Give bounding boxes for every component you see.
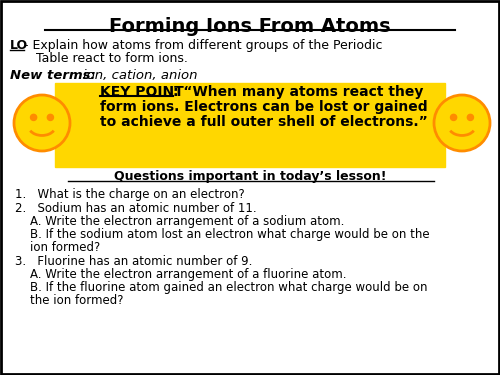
Text: A. Write the electron arrangement of a sodium atom.: A. Write the electron arrangement of a s…	[30, 215, 344, 228]
Text: A. Write the electron arrangement of a fluorine atom.: A. Write the electron arrangement of a f…	[30, 268, 346, 281]
Circle shape	[14, 95, 70, 151]
FancyBboxPatch shape	[55, 83, 445, 167]
Text: 3.   Fluorine has an atomic number of 9.: 3. Fluorine has an atomic number of 9.	[15, 255, 252, 268]
Text: 1.   What is the charge on an electron?: 1. What is the charge on an electron?	[15, 188, 245, 201]
Text: : “When many atoms react they: : “When many atoms react they	[173, 85, 424, 99]
Text: ion, cation, anion: ion, cation, anion	[83, 69, 198, 82]
Text: Questions important in today’s lesson!: Questions important in today’s lesson!	[114, 170, 386, 183]
Text: - Explain how atoms from different groups of the Periodic: - Explain how atoms from different group…	[24, 39, 382, 52]
Text: B. If the sodium atom lost an electron what charge would be on the: B. If the sodium atom lost an electron w…	[30, 228, 429, 241]
Circle shape	[450, 114, 456, 120]
Text: KEY POINT: KEY POINT	[100, 85, 184, 99]
Circle shape	[48, 114, 54, 120]
Circle shape	[468, 114, 473, 120]
Text: 2.   Sodium has an atomic number of 11.: 2. Sodium has an atomic number of 11.	[15, 202, 256, 215]
Text: New terms:: New terms:	[10, 69, 101, 82]
Circle shape	[30, 114, 36, 120]
Text: LO: LO	[10, 39, 28, 52]
Text: ion formed?: ion formed?	[30, 241, 100, 254]
Text: the ion formed?: the ion formed?	[30, 294, 124, 307]
Circle shape	[434, 95, 490, 151]
Text: Forming Ions From Atoms: Forming Ions From Atoms	[109, 17, 391, 36]
Text: form ions. Electrons can be lost or gained: form ions. Electrons can be lost or gain…	[100, 100, 428, 114]
Text: to achieve a full outer shell of electrons.”: to achieve a full outer shell of electro…	[100, 115, 428, 129]
Text: B. If the fluorine atom gained an electron what charge would be on: B. If the fluorine atom gained an electr…	[30, 281, 427, 294]
Text: Table react to form ions.: Table react to form ions.	[24, 52, 188, 65]
